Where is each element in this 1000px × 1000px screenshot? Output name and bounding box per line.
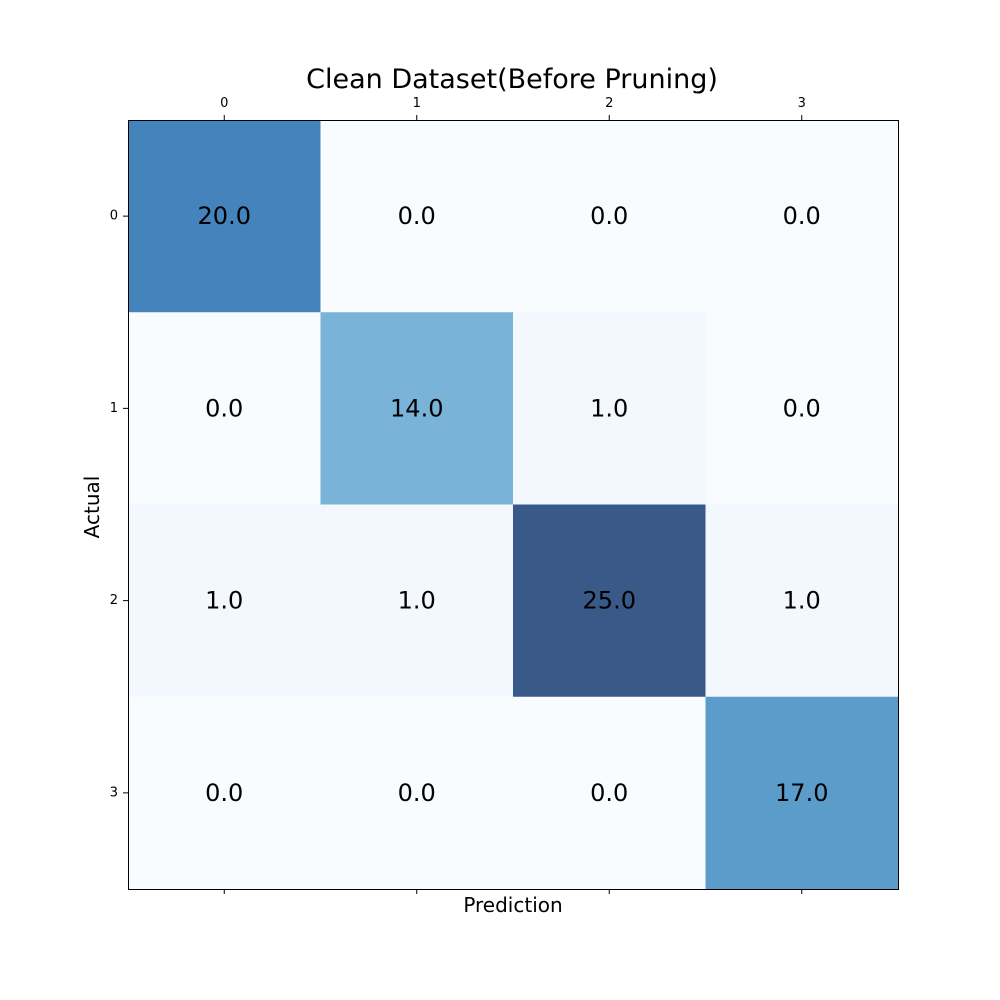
plot-frame [128, 120, 899, 890]
cell-value-label: 1.0 [590, 394, 628, 422]
heatmap-cell [705, 504, 899, 698]
y-tick-label: 1 [110, 401, 118, 416]
heatmap-cells [128, 120, 899, 890]
cell-value-label: 0.0 [205, 394, 243, 422]
cell-value-label: 0.0 [783, 202, 821, 230]
cell-value-label: 0.0 [590, 202, 628, 230]
cell-value-label: 1.0 [783, 587, 821, 615]
y-tick-label: 2 [110, 593, 118, 608]
heatmap-cell [513, 504, 707, 698]
cell-value-label: 25.0 [583, 587, 636, 615]
heatmap-cell [128, 120, 322, 313]
heatmap-cell [128, 312, 322, 506]
heatmap-cell [513, 696, 707, 890]
cell-value-label: 1.0 [398, 587, 436, 615]
x-tick-label: 1 [413, 96, 421, 111]
heatmap-cell [128, 504, 322, 698]
cell-value-label: 0.0 [398, 779, 436, 807]
cell-value-label: 0.0 [205, 779, 243, 807]
x-tick-label: 0 [220, 96, 228, 111]
heatmap-cell [320, 120, 514, 313]
heatmap-cell [513, 120, 707, 313]
cell-value-label: 0.0 [398, 202, 436, 230]
cell-value-label: 0.0 [783, 394, 821, 422]
heatmap-cell [128, 696, 322, 890]
heatmap-cell [513, 312, 707, 506]
heatmap-cell [320, 504, 514, 698]
heatmap-cell [320, 312, 514, 506]
heatmap-cell [705, 312, 899, 506]
x-tick-label: 2 [605, 96, 613, 111]
cell-value-label: 20.0 [198, 202, 251, 230]
heatmap-cell [320, 696, 514, 890]
axis-ticks: 0 1 2 3 0 1 2 3 [110, 96, 806, 894]
chart-title: Clean Dataset(Before Pruning) [306, 64, 718, 95]
cell-value-label: 0.0 [590, 779, 628, 807]
y-tick-label: 0 [110, 209, 118, 224]
heatmap-cell [705, 120, 899, 313]
x-tick-label: 3 [798, 96, 806, 111]
y-axis-label: Actual [80, 476, 104, 539]
cell-value-label: 1.0 [205, 587, 243, 615]
y-tick-label: 3 [110, 785, 118, 800]
cell-value-label: 17.0 [775, 779, 828, 807]
heatmap-cell [705, 696, 899, 890]
heatmap-value-labels: 20.0 0.0 0.0 0.0 0.0 14.0 1.0 0.0 1.0 1.0 25.0 1.0 0… [198, 202, 829, 807]
x-axis-label: Prediction [463, 893, 562, 917]
cell-value-label: 14.0 [390, 394, 443, 422]
